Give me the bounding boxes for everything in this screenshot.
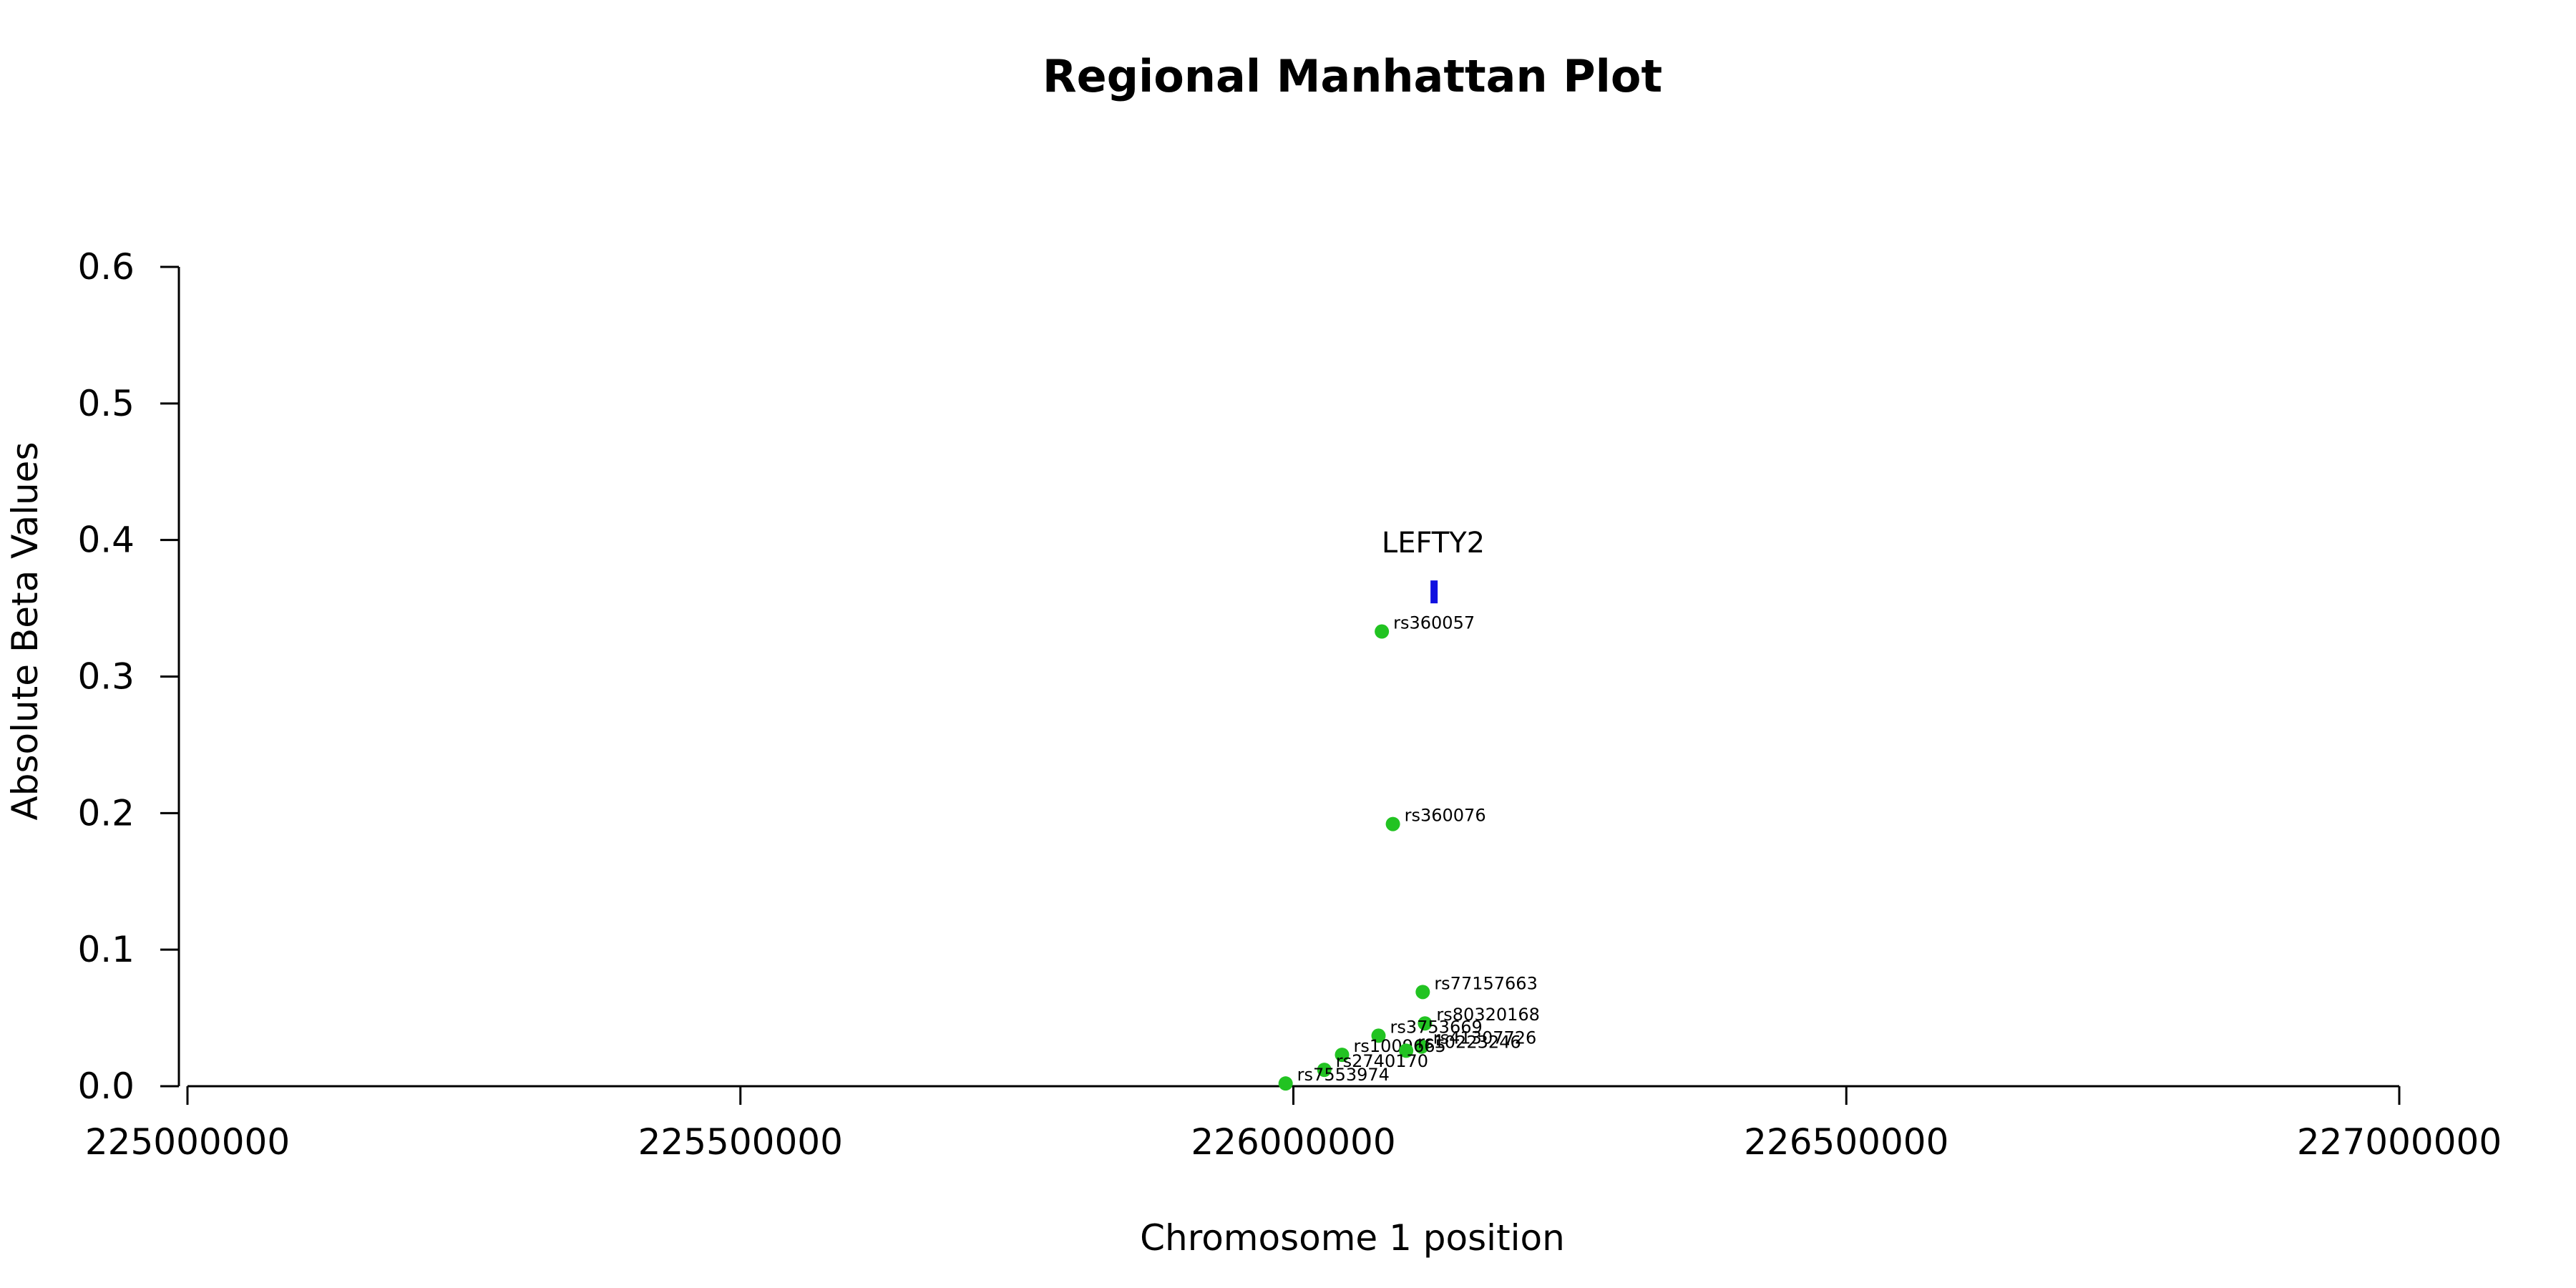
snp-point [1385,816,1400,831]
snp-label: rs7553974 [1297,1065,1390,1085]
snp-label: rs77157663 [1434,973,1538,993]
snp-point [1375,624,1390,639]
y-tick-label: 0.3 [77,656,135,698]
snp-point [1317,1063,1332,1078]
snp-label: rs41307726 [1433,1028,1537,1048]
x-tick-label: 227000000 [2297,1121,2502,1163]
x-axis-label: Chromosome 1 position [1140,1217,1565,1259]
x-tick-label: 225000000 [85,1121,290,1163]
gene-label: LEFTY2 [1382,527,1485,560]
snp-point [1335,1048,1350,1063]
snp-point [1414,1039,1429,1054]
snp-label: rs10223246 [1418,1032,1521,1052]
y-tick-label: 0.4 [77,519,135,561]
snp-point [1418,1016,1433,1031]
snp-point [1278,1076,1293,1091]
x-tick-label: 226500000 [1744,1121,1948,1163]
y-tick-label: 0.2 [77,792,135,834]
y-axis-label: Absolute Beta Values [4,442,46,821]
snp-label: rs360057 [1393,613,1475,633]
y-tick-label: 0.1 [77,929,135,970]
chart-title: Regional Manhattan Plot [1043,50,1662,102]
snp-label: rs80320168 [1436,1005,1540,1025]
y-tick-label: 0.0 [77,1065,135,1107]
y-tick-label: 0.6 [77,246,135,288]
snp-point [1371,1028,1386,1043]
y-tick-label: 0.5 [77,383,135,424]
snp-points: rs360057 rs360076 rs77157663 rs80320168rs37… [1278,613,1540,1091]
x-tick-label: 225500000 [638,1121,843,1163]
x-tick-label: 226000000 [1191,1121,1395,1163]
gene-bar [1430,580,1438,604]
snp-point [1415,985,1430,1000]
axes: 225000000 225500000 226000000 226500000 2270… [77,246,2502,1163]
snp-label: rs3753669 [1390,1017,1483,1037]
gene-track: LEFTY2 [1382,527,1485,604]
snp-label: rs360076 [1405,806,1486,826]
snp-label: rs2740170 [1336,1051,1428,1071]
snp-point [1399,1043,1414,1058]
